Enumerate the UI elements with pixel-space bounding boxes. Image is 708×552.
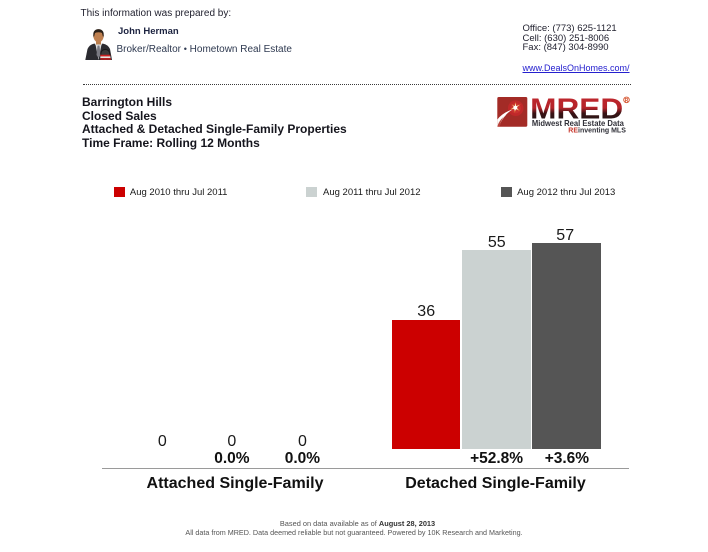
svg-text:Midwest Real Estate Data: Midwest Real Estate Data: [532, 119, 624, 128]
svg-text:REinventing MLS: REinventing MLS: [568, 128, 626, 135]
svg-text:MRED: MRED: [530, 94, 623, 126]
svg-text:R: R: [625, 98, 629, 104]
